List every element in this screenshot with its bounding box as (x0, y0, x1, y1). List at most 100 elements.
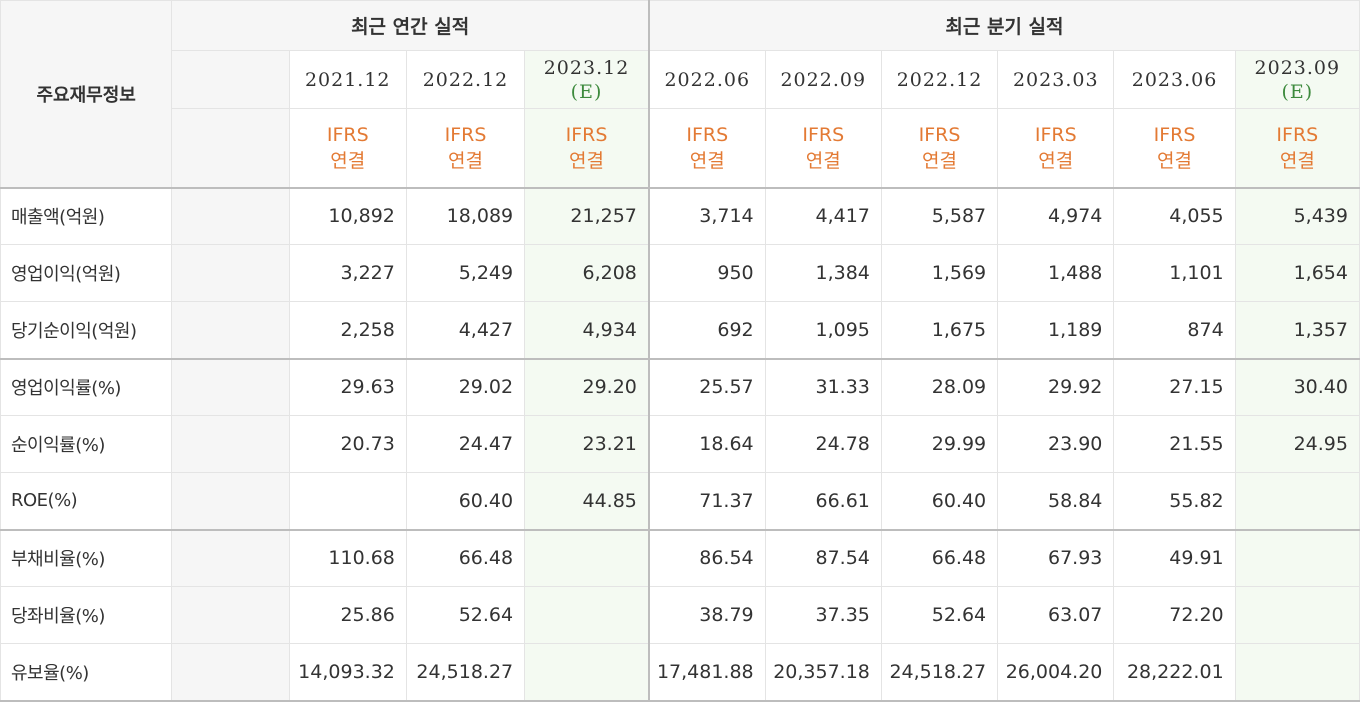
value-cell: 1,654 (1234, 244, 1360, 302)
value-cell: 3,714 (648, 187, 766, 245)
table-row: 유보율(%) 14,093.32 24,518.27 17,481.88 20,357.… (0, 643, 1360, 702)
row-spacer (171, 643, 290, 702)
value-cell: 38.79 (648, 586, 766, 644)
data-rows: 매출액(억원) 10,892 18,089 21,257 3,714 4,417 5,587… (0, 187, 1360, 702)
value-cell (524, 586, 650, 644)
corner-title: 주요재무정보 (0, 0, 173, 189)
value-cell: 20,357.18 (764, 643, 882, 702)
row-label: 부채비율(%) (0, 528, 173, 587)
column-date: 2023.06 (1113, 50, 1236, 109)
header-spacer (171, 108, 290, 189)
value-cell: 1,488 (997, 244, 1115, 302)
header-row-dates: 2021.12 2022.12 2023.12 (E) 2022.06 2022.… (1, 50, 1360, 109)
row-spacer (171, 415, 290, 473)
value-cell: 4,934 (524, 301, 650, 359)
value-cell: 950 (648, 244, 766, 302)
value-cell: 24,518.27 (880, 643, 999, 702)
row-label: 당좌비율(%) (0, 586, 173, 644)
value-cell: 4,055 (1113, 187, 1236, 245)
accounting-standard: IFRS 연결 (764, 108, 882, 189)
value-cell: 18.64 (648, 415, 766, 473)
value-cell: 29.92 (997, 357, 1115, 416)
row-label: 당기순이익(억원) (0, 301, 173, 359)
row-spacer (171, 472, 290, 530)
column-date: 2022.12 (405, 50, 526, 109)
value-cell: 28.09 (880, 357, 999, 416)
value-cell (1234, 643, 1360, 702)
value-cell: 2,258 (288, 301, 407, 359)
table-row: 영업이익(억원) 3,227 5,249 6,208 950 1,384 1,569 1,48… (0, 244, 1360, 302)
row-label: 매출액(억원) (0, 187, 173, 245)
column-date: 2023.03 (997, 50, 1115, 109)
accounting-standard: IFRS 연결 (880, 108, 999, 189)
accounting-standard: IFRS 연결 (648, 108, 766, 189)
value-cell: 1,095 (764, 301, 882, 359)
value-cell: 17,481.88 (648, 643, 766, 702)
value-cell: 31.33 (764, 357, 882, 416)
value-cell: 49.91 (1113, 528, 1236, 587)
value-cell: 14,093.32 (288, 643, 407, 702)
value-cell: 60.40 (880, 472, 999, 530)
value-cell (1234, 586, 1360, 644)
value-cell: 66.48 (880, 528, 999, 587)
row-spacer (171, 187, 290, 245)
table-row: 당좌비율(%) 25.86 52.64 38.79 37.35 52.64 63.07 72.… (0, 586, 1360, 644)
value-cell: 29.63 (288, 357, 407, 416)
value-cell: 55.82 (1113, 472, 1236, 530)
row-label: 영업이익률(%) (0, 357, 173, 416)
row-spacer (171, 528, 290, 587)
value-cell: 29.99 (880, 415, 999, 473)
accounting-standard: IFRS 연결 (524, 108, 650, 189)
value-cell: 18,089 (405, 187, 526, 245)
accounting-standard: IFRS 연결 (405, 108, 526, 189)
value-cell: 25.57 (648, 357, 766, 416)
header-row-period: 주요재무정보 최근 연간 실적 최근 분기 실적 (0, 0, 1360, 189)
row-label: 순이익률(%) (0, 415, 173, 473)
header-spacer (171, 50, 290, 109)
value-cell: 87.54 (764, 528, 882, 587)
column-date: 2022.09 (764, 50, 882, 109)
value-cell: 24.78 (764, 415, 882, 473)
header-row-standard: IFRS 연결 IFRS 연결 IFRS 연결 IFRS 연결 IFRS 연결 IFRS 연… (1, 108, 1360, 189)
value-cell: 23.21 (524, 415, 650, 473)
value-cell: 66.48 (405, 528, 526, 587)
value-cell (524, 643, 650, 702)
column-date-estimate: 2023.12 (E) (524, 50, 650, 109)
value-cell: 21.55 (1113, 415, 1236, 473)
accounting-standard: IFRS 연결 (288, 108, 407, 189)
value-cell: 30.40 (1234, 357, 1360, 416)
value-cell: 60.40 (405, 472, 526, 530)
value-cell: 27.15 (1113, 357, 1236, 416)
table-row: 매출액(억원) 10,892 18,089 21,257 3,714 4,417 5,587… (0, 187, 1360, 245)
value-cell (524, 528, 650, 587)
row-label: 영업이익(억원) (0, 244, 173, 302)
value-cell: 52.64 (405, 586, 526, 644)
table-row: 당기순이익(억원) 2,258 4,427 4,934 692 1,095 1,675 1,1… (0, 301, 1360, 359)
value-cell: 1,384 (764, 244, 882, 302)
value-cell: 23.90 (997, 415, 1115, 473)
table-row: 순이익률(%) 20.73 24.47 23.21 18.64 24.78 29.99 23.… (0, 415, 1360, 473)
value-cell: 29.02 (405, 357, 526, 416)
value-cell (288, 472, 407, 530)
value-cell: 86.54 (648, 528, 766, 587)
value-cell: 692 (648, 301, 766, 359)
value-cell: 28,222.01 (1113, 643, 1236, 702)
value-cell: 5,439 (1234, 187, 1360, 245)
value-cell: 110.68 (288, 528, 407, 587)
accounting-standard: IFRS 연결 (1234, 108, 1360, 189)
value-cell: 1,675 (880, 301, 999, 359)
value-cell: 6,208 (524, 244, 650, 302)
value-cell: 72.20 (1113, 586, 1236, 644)
value-cell: 66.61 (764, 472, 882, 530)
value-cell: 24.95 (1234, 415, 1360, 473)
row-spacer (171, 586, 290, 644)
row-spacer (171, 244, 290, 302)
value-cell: 4,974 (997, 187, 1115, 245)
value-cell: 24,518.27 (405, 643, 526, 702)
annual-header: 최근 연간 실적 (171, 0, 650, 51)
row-spacer (171, 357, 290, 416)
column-date-estimate: 2023.09 (E) (1234, 50, 1360, 109)
accounting-standard: IFRS 연결 (1113, 108, 1236, 189)
value-cell: 26,004.20 (997, 643, 1115, 702)
